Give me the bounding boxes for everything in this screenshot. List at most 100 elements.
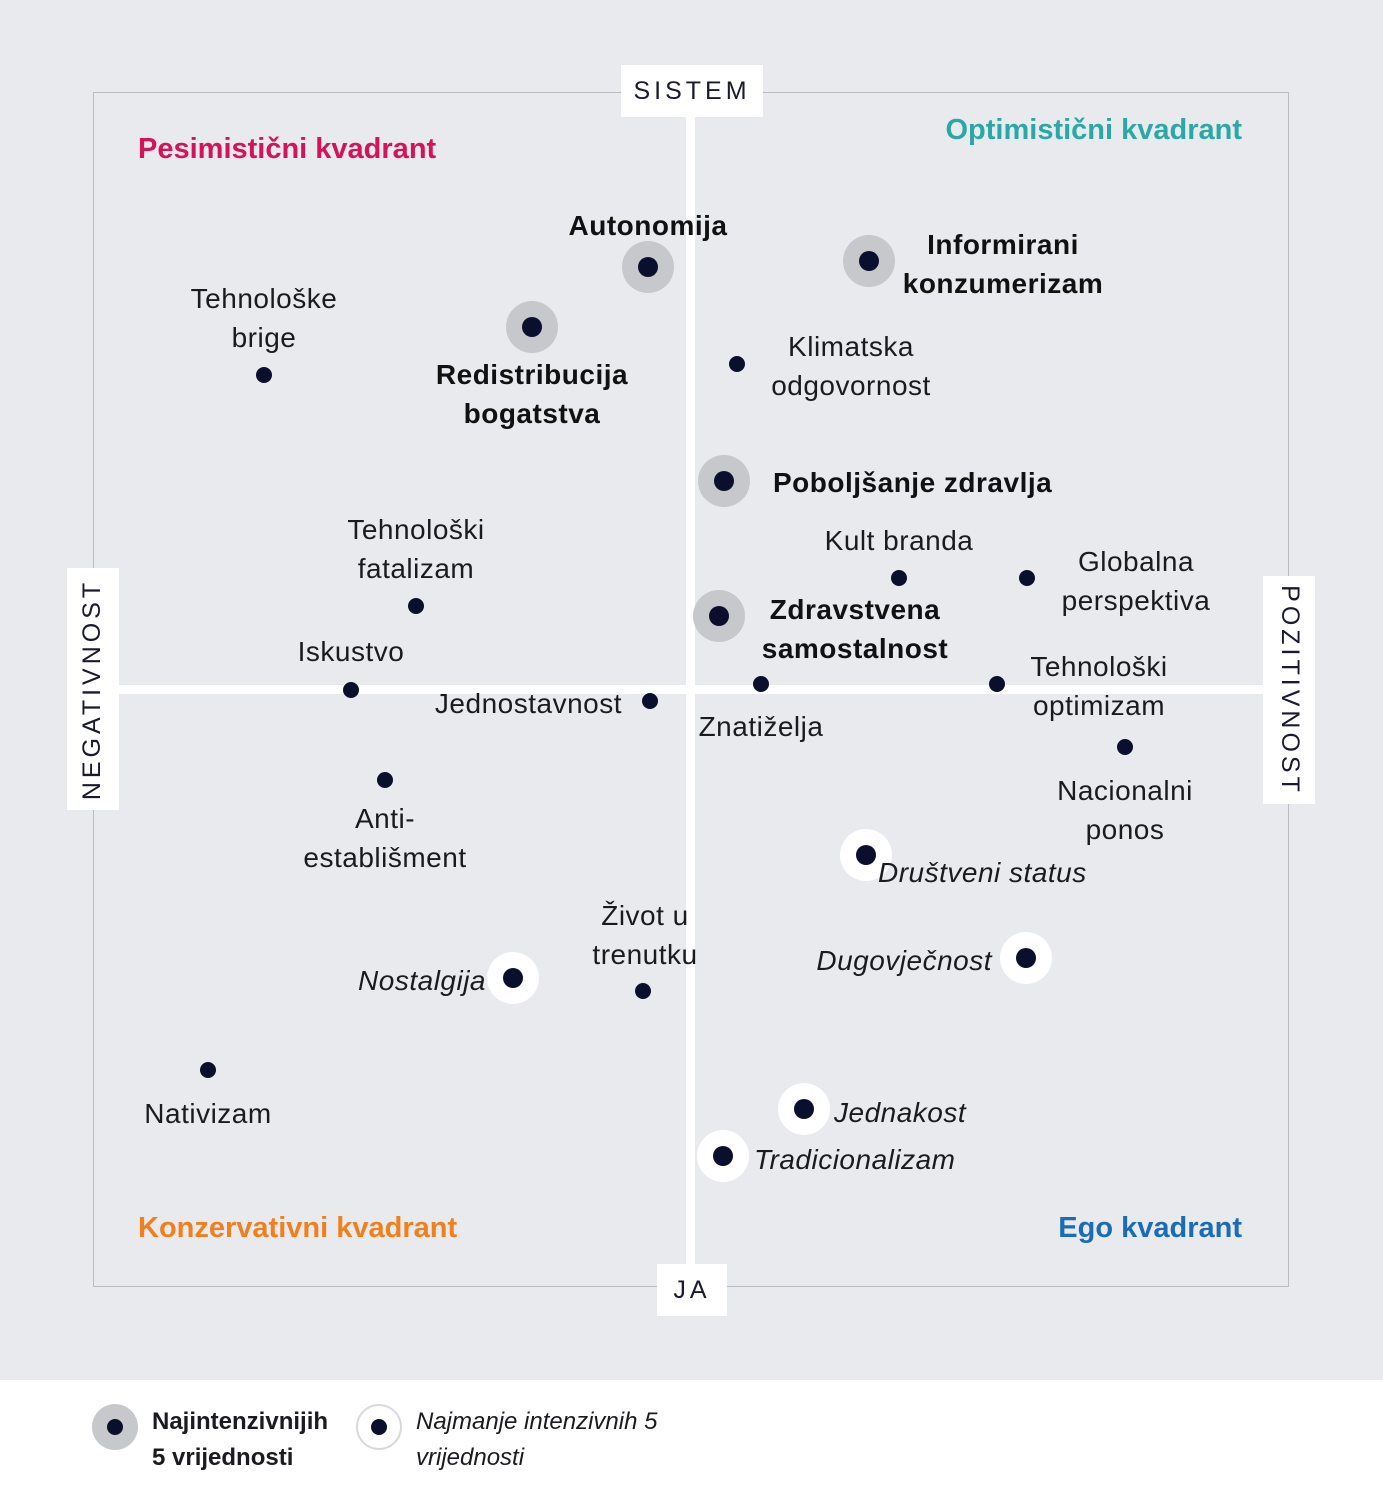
point-label-line: Kult branda	[824, 525, 974, 556]
point-label-anti: Anti-establišment	[303, 799, 466, 877]
quadrant-label-ego: Ego kvadrant	[1058, 1212, 1242, 1244]
point-marker-informirani	[843, 235, 895, 287]
point-label-line: Tehnološke	[190, 283, 338, 314]
point-core-nostalgija	[503, 968, 523, 988]
point-label-line: konzumerizam	[902, 268, 1104, 299]
axis-label-right: POZITIVNOST	[1263, 576, 1315, 804]
axis-label-left-text: NEGATIVNOST	[78, 578, 107, 800]
point-marker-nativizam	[200, 1062, 216, 1078]
point-label-line: Tradicionalizam	[754, 1144, 956, 1175]
point-label-line: Jednakost	[834, 1097, 967, 1128]
point-marker-drustveni	[840, 829, 892, 881]
point-label-poboljsanje: Poboljšanje zdravlja	[773, 463, 1052, 502]
point-label-line: brige	[231, 322, 297, 353]
point-label-zivot: Život u trenutku	[592, 896, 697, 974]
point-label-line: Nativizam	[144, 1098, 272, 1129]
point-label-line: Klimatska	[788, 331, 914, 362]
point-label-line: Društveni status	[878, 857, 1087, 888]
point-label-line: ponos	[1085, 814, 1165, 845]
point-label-line: optimizam	[1032, 690, 1166, 721]
point-marker-tehnoloske-brige	[256, 367, 272, 383]
quadrant-label-conservative: Konzervativni kvadrant	[138, 1212, 458, 1244]
point-label-line: establišment	[303, 842, 467, 873]
point-label-line: Znatiželja	[698, 711, 824, 742]
point-label-jednakost: Jednakost	[834, 1093, 966, 1132]
point-label-line: Anti-	[354, 803, 416, 834]
point-label-line: bogatstva	[463, 398, 601, 429]
point-marker-kult-branda	[891, 570, 907, 586]
point-marker-tradicionalizam	[697, 1130, 749, 1182]
value-map: SISTEM JA NEGATIVNOST POZITIVNOST Pesimi…	[0, 0, 1383, 1380]
point-label-line: Tehnološki	[347, 514, 485, 545]
point-label-line: Globalna	[1077, 546, 1195, 577]
point-marker-jednakost	[778, 1083, 830, 1135]
point-label-globalna: Globalna perspektiva	[1062, 542, 1211, 620]
quadrant-label-pessimistic: Pesimistični kvadrant	[138, 133, 437, 165]
axis-label-bottom: JA	[657, 1264, 727, 1316]
point-label-line: Život u	[601, 900, 689, 931]
point-label-tehnoloski-optimizam: Tehnološki optimizam	[1030, 647, 1167, 725]
point-marker-nostalgija	[487, 952, 539, 1004]
point-label-line: odgovornost	[771, 370, 931, 401]
point-core-jednakost	[794, 1099, 814, 1119]
point-marker-klimatska	[729, 356, 745, 372]
axis-label-right-text: POZITIVNOST	[1275, 584, 1304, 796]
point-label-line: Redistribucija	[435, 359, 629, 390]
point-label-klimatska: Klimatska odgovornost	[771, 327, 931, 405]
point-marker-tehnoloski-optimizam	[989, 676, 1005, 692]
axis-label-bottom-text: JA	[673, 1275, 711, 1304]
point-label-jednostavnost: Jednostavnost	[435, 684, 622, 723]
point-label-autonomija: Autonomija	[569, 206, 728, 245]
legend-least-line1: Najmanje intenzivnih 5	[416, 1408, 658, 1435]
point-marker-globalna	[1019, 570, 1035, 586]
point-core-redistribucija	[522, 317, 542, 337]
point-label-line: samostalnost	[761, 633, 949, 664]
point-label-dugovjecnost: Dugovječnost	[816, 941, 992, 980]
legend-least-marker	[356, 1404, 402, 1450]
point-core-autonomija	[638, 257, 658, 277]
point-label-zdravstvena: Zdravstvena samostalnost	[762, 590, 949, 668]
point-core-poboljsanje	[714, 471, 734, 491]
point-label-line: Dugovječnost	[816, 945, 992, 976]
point-label-line: Jednostavnost	[434, 688, 622, 719]
point-core-tradicionalizam	[713, 1146, 733, 1166]
point-label-line: Nostalgija	[358, 965, 486, 996]
point-core-informirani	[859, 251, 879, 271]
point-marker-dugovjecnost	[1000, 932, 1052, 984]
point-label-line: Iskustvo	[297, 636, 405, 667]
point-label-kult-branda: Kult branda	[825, 521, 974, 560]
point-marker-autonomija	[622, 241, 674, 293]
point-label-line: Autonomija	[568, 210, 728, 241]
point-label-znatizelja: Znatiželja	[699, 707, 824, 746]
point-marker-poboljsanje	[698, 455, 750, 507]
point-label-tehnoloski-fatalizam: Tehnološki fatalizam	[347, 510, 484, 588]
point-label-line: trenutku	[592, 939, 698, 970]
legend-least-label: Najmanje intenzivnih 5 vrijednosti	[416, 1404, 657, 1476]
point-marker-nacionalni	[1117, 739, 1133, 755]
point-marker-tehnoloski-fatalizam	[408, 598, 424, 614]
point-label-drustveni: Društveni status	[878, 853, 1087, 892]
point-label-nativizam: Nativizam	[144, 1094, 271, 1133]
legend-item-least: Najmanje intenzivnih 5 vrijednosti	[356, 1404, 657, 1476]
point-marker-zivot	[635, 983, 651, 999]
legend-most-line2: 5 vrijednosti	[152, 1444, 294, 1471]
point-core-dugovjecnost	[1016, 948, 1036, 968]
point-label-tradicionalizam: Tradicionalizam	[754, 1140, 956, 1179]
point-marker-znatizelja	[753, 676, 769, 692]
legend-most-label: Najintenzivnijih 5 vrijednosti	[152, 1404, 328, 1476]
axis-label-top-text: SISTEM	[633, 76, 751, 105]
point-marker-jednostavnost	[642, 693, 658, 709]
point-label-line: Informirani	[927, 229, 1079, 260]
axis-label-left: NEGATIVNOST	[67, 568, 119, 810]
point-label-informirani: Informirani konzumerizam	[903, 225, 1104, 303]
point-marker-iskustvo	[343, 682, 359, 698]
point-label-line: perspektiva	[1061, 585, 1211, 616]
quadrant-label-optimistic: Optimistični kvadrant	[945, 114, 1242, 146]
point-marker-zdravstvena	[693, 590, 745, 642]
point-label-nostalgija: Nostalgija	[358, 961, 486, 1000]
point-label-line: Zdravstvena	[769, 594, 941, 625]
point-label-nacionalni: Nacionalni ponos	[1057, 771, 1193, 849]
point-label-line: Nacionalni	[1057, 775, 1193, 806]
legend-item-most: Najintenzivnijih 5 vrijednosti	[92, 1404, 328, 1476]
point-label-iskustvo: Iskustvo	[298, 632, 405, 671]
